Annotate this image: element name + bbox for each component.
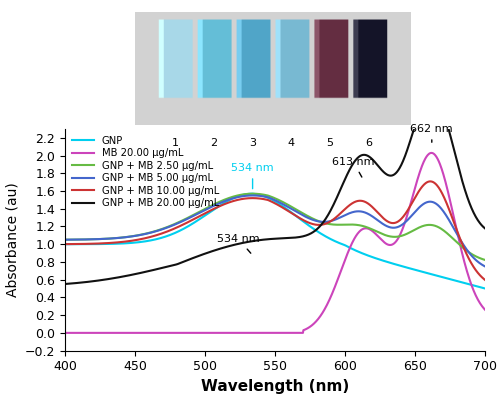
- GNP + MB 5.00 μg/mL: [105, 236, 111, 241]
- GNP: [232, 195, 238, 200]
- GNP + MB 10.00 μg/mL: [397, 218, 403, 222]
- GNP + MB 5.00 μg/mL: [232, 195, 238, 200]
- Line: GNP + MB 20.00 μg/mL: GNP + MB 20.00 μg/mL: [65, 93, 485, 284]
- GNP + MB 5.00 μg/mL: [247, 193, 253, 198]
- GNP + MB 2.50 μg/mL: [247, 191, 253, 196]
- GNP + MB 5.00 μg/mL: [250, 193, 256, 198]
- GNP + MB 2.50 μg/mL: [105, 236, 111, 241]
- GNP: [247, 191, 253, 196]
- MB 20.00 μg/mL: [350, 238, 356, 243]
- GNP + MB 20.00 μg/mL: [247, 239, 253, 244]
- GNP + MB 10.00 μg/mL: [428, 179, 434, 184]
- GNP: [390, 261, 396, 266]
- GNP + MB 20.00 μg/mL: [105, 277, 111, 282]
- Y-axis label: Absorbance (au): Absorbance (au): [6, 183, 20, 297]
- MB 20.00 μg/mL: [105, 330, 111, 335]
- GNP + MB 2.50 μg/mL: [62, 237, 68, 242]
- GNP + MB 5.00 μg/mL: [390, 225, 396, 230]
- GNP + MB 2.50 μg/mL: [250, 191, 256, 196]
- Text: 5: 5: [326, 139, 334, 148]
- Line: GNP + MB 2.50 μg/mL: GNP + MB 2.50 μg/mL: [65, 194, 485, 260]
- MB 20.00 μg/mL: [247, 330, 253, 335]
- MB 20.00 μg/mL: [428, 150, 434, 155]
- GNP + MB 5.00 μg/mL: [351, 210, 357, 214]
- GNP + MB 2.50 μg/mL: [232, 194, 238, 199]
- Text: 6: 6: [365, 139, 372, 148]
- Text: 2: 2: [210, 139, 218, 148]
- Text: 1: 1: [172, 139, 178, 148]
- GNP + MB 10.00 μg/mL: [390, 221, 396, 226]
- MB 20.00 μg/mL: [482, 307, 488, 312]
- GNP + MB 10.00 μg/mL: [350, 200, 356, 205]
- GNP: [398, 264, 404, 268]
- GNP + MB 20.00 μg/mL: [397, 165, 403, 170]
- GNP + MB 20.00 μg/mL: [390, 173, 396, 178]
- GNP: [105, 241, 111, 246]
- MB 20.00 μg/mL: [390, 242, 396, 247]
- Line: GNP + MB 10.00 μg/mL: GNP + MB 10.00 μg/mL: [65, 181, 485, 280]
- Text: 534 nm: 534 nm: [232, 163, 274, 189]
- GNP + MB 2.50 μg/mL: [398, 234, 404, 239]
- GNP + MB 20.00 μg/mL: [482, 226, 488, 231]
- GNP + MB 2.50 μg/mL: [390, 235, 396, 239]
- Line: GNP + MB 5.00 μg/mL: GNP + MB 5.00 μg/mL: [65, 195, 485, 266]
- Text: 4: 4: [288, 139, 295, 148]
- MB 20.00 μg/mL: [62, 330, 68, 335]
- MB 20.00 μg/mL: [232, 330, 238, 335]
- Text: 534 nm: 534 nm: [218, 234, 260, 253]
- Legend: GNP, MB 20.00 μg/mL, GNP + MB 2.50 μg/mL, GNP + MB 5.00 μg/mL, GNP + MB 10.00 μg: GNP, MB 20.00 μg/mL, GNP + MB 2.50 μg/mL…: [70, 134, 221, 210]
- GNP + MB 5.00 μg/mL: [482, 264, 488, 269]
- MB 20.00 μg/mL: [397, 233, 403, 237]
- GNP + MB 10.00 μg/mL: [62, 242, 68, 247]
- GNP + MB 20.00 μg/mL: [428, 91, 434, 96]
- GNP + MB 5.00 μg/mL: [62, 237, 68, 242]
- GNP + MB 10.00 μg/mL: [247, 196, 253, 201]
- X-axis label: Wavelength (nm): Wavelength (nm): [201, 379, 349, 394]
- GNP + MB 5.00 μg/mL: [398, 223, 404, 228]
- Text: 3: 3: [249, 139, 256, 148]
- GNP: [62, 242, 68, 247]
- GNP + MB 10.00 μg/mL: [232, 198, 238, 203]
- GNP + MB 20.00 μg/mL: [62, 282, 68, 287]
- Text: 613 nm: 613 nm: [332, 157, 374, 177]
- GNP + MB 20.00 μg/mL: [232, 242, 238, 247]
- GNP: [250, 191, 256, 196]
- GNP + MB 10.00 μg/mL: [482, 278, 488, 283]
- GNP + MB 10.00 μg/mL: [105, 241, 111, 245]
- Text: 662 nm: 662 nm: [410, 124, 453, 142]
- GNP: [482, 286, 488, 291]
- GNP + MB 20.00 μg/mL: [350, 161, 356, 166]
- Line: MB 20.00 μg/mL: MB 20.00 μg/mL: [65, 153, 485, 333]
- GNP + MB 2.50 μg/mL: [351, 222, 357, 227]
- Line: GNP: GNP: [65, 194, 485, 289]
- GNP + MB 2.50 μg/mL: [482, 258, 488, 262]
- GNP: [351, 247, 357, 252]
